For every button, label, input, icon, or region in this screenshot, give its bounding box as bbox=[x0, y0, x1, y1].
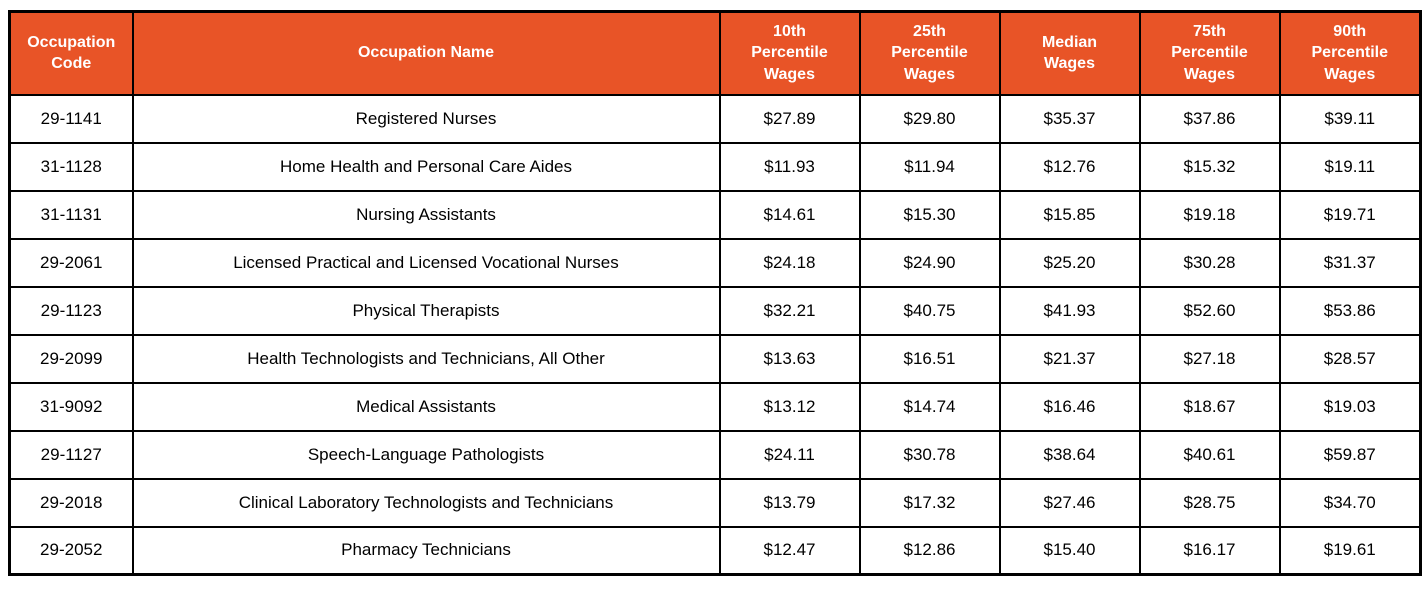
cell-p25-wage: $16.51 bbox=[858, 333, 1001, 384]
cell-median-wage: $16.46 bbox=[998, 381, 1141, 432]
cell-p25-wage: $30.78 bbox=[858, 429, 1001, 480]
cell-occupation-name: Nursing Assistants bbox=[131, 189, 721, 240]
cell-p90-wage: $59.87 bbox=[1278, 429, 1422, 480]
cell-occupation-code: 29-1127 bbox=[8, 429, 134, 480]
cell-p25-wage: $14.74 bbox=[858, 381, 1001, 432]
cell-median-wage: $21.37 bbox=[998, 333, 1141, 384]
cell-occupation-code: 29-2061 bbox=[8, 237, 134, 288]
cell-median-wage: $38.64 bbox=[998, 429, 1141, 480]
cell-p25-wage: $12.86 bbox=[858, 525, 1001, 576]
cell-occupation-name: Licensed Practical and Licensed Vocation… bbox=[131, 237, 721, 288]
table-row: 29-1123 Physical Therapists $32.21 $40.7… bbox=[8, 285, 1422, 336]
cell-p90-wage: $19.03 bbox=[1278, 381, 1422, 432]
cell-p75-wage: $27.18 bbox=[1138, 333, 1281, 384]
table-container: Occupation Code Occupation Name 10th Per… bbox=[8, 10, 1422, 576]
table-row: 31-9092 Medical Assistants $13.12 $14.74… bbox=[8, 381, 1422, 432]
table-row: 29-2052 Pharmacy Technicians $12.47 $12.… bbox=[8, 525, 1422, 576]
cell-occupation-code: 31-1131 bbox=[8, 189, 134, 240]
table-row: 29-2061 Licensed Practical and Licensed … bbox=[8, 237, 1422, 288]
cell-occupation-name: Registered Nurses bbox=[131, 93, 721, 144]
cell-median-wage: $15.85 bbox=[998, 189, 1141, 240]
cell-p25-wage: $29.80 bbox=[858, 93, 1001, 144]
cell-p10-wage: $14.61 bbox=[718, 189, 861, 240]
cell-p75-wage: $18.67 bbox=[1138, 381, 1281, 432]
table-row: 29-2018 Clinical Laboratory Technologist… bbox=[8, 477, 1422, 528]
cell-p75-wage: $28.75 bbox=[1138, 477, 1281, 528]
cell-occupation-name: Pharmacy Technicians bbox=[131, 525, 721, 576]
cell-median-wage: $12.76 bbox=[998, 141, 1141, 192]
cell-occupation-name: Physical Therapists bbox=[131, 285, 721, 336]
cell-occupation-name: Home Health and Personal Care Aides bbox=[131, 141, 721, 192]
header-row: Occupation Code Occupation Name 10th Per… bbox=[8, 10, 1422, 96]
cell-p90-wage: $28.57 bbox=[1278, 333, 1422, 384]
cell-p75-wage: $52.60 bbox=[1138, 285, 1281, 336]
cell-p25-wage: $15.30 bbox=[858, 189, 1001, 240]
table-row: 29-2099 Health Technologists and Technic… bbox=[8, 333, 1422, 384]
occupation-wages-table: Occupation Code Occupation Name 10th Per… bbox=[8, 10, 1422, 576]
table-row: 31-1131 Nursing Assistants $14.61 $15.30… bbox=[8, 189, 1422, 240]
cell-p10-wage: $24.11 bbox=[718, 429, 861, 480]
table-row: 29-1127 Speech-Language Pathologists $24… bbox=[8, 429, 1422, 480]
cell-p10-wage: $27.89 bbox=[718, 93, 861, 144]
cell-occupation-name: Medical Assistants bbox=[131, 381, 721, 432]
column-header-occupation-name: Occupation Name bbox=[131, 10, 721, 96]
column-header-occupation-code: Occupation Code bbox=[8, 10, 134, 96]
cell-p10-wage: $13.79 bbox=[718, 477, 861, 528]
cell-occupation-name: Speech-Language Pathologists bbox=[131, 429, 721, 480]
cell-p90-wage: $19.11 bbox=[1278, 141, 1422, 192]
table-row: 29-1141 Registered Nurses $27.89 $29.80 … bbox=[8, 93, 1422, 144]
cell-p25-wage: $17.32 bbox=[858, 477, 1001, 528]
cell-occupation-name: Clinical Laboratory Technologists and Te… bbox=[131, 477, 721, 528]
cell-p10-wage: $32.21 bbox=[718, 285, 861, 336]
cell-p75-wage: $40.61 bbox=[1138, 429, 1281, 480]
cell-p10-wage: $12.47 bbox=[718, 525, 861, 576]
cell-occupation-code: 29-2099 bbox=[8, 333, 134, 384]
cell-p25-wage: $40.75 bbox=[858, 285, 1001, 336]
column-header-75th-percentile-wages: 75th Percentile Wages bbox=[1138, 10, 1281, 96]
cell-occupation-code: 29-2018 bbox=[8, 477, 134, 528]
cell-p90-wage: $53.86 bbox=[1278, 285, 1422, 336]
table-row: 31-1128 Home Health and Personal Care Ai… bbox=[8, 141, 1422, 192]
column-header-90th-percentile-wages: 90th Percentile Wages bbox=[1278, 10, 1422, 96]
cell-occupation-name: Health Technologists and Technicians, Al… bbox=[131, 333, 721, 384]
cell-p75-wage: $19.18 bbox=[1138, 189, 1281, 240]
cell-p90-wage: $31.37 bbox=[1278, 237, 1422, 288]
cell-p75-wage: $30.28 bbox=[1138, 237, 1281, 288]
cell-occupation-code: 29-1141 bbox=[8, 93, 134, 144]
cell-occupation-code: 29-1123 bbox=[8, 285, 134, 336]
cell-p90-wage: $39.11 bbox=[1278, 93, 1422, 144]
cell-p75-wage: $15.32 bbox=[1138, 141, 1281, 192]
cell-p10-wage: $13.12 bbox=[718, 381, 861, 432]
cell-p25-wage: $24.90 bbox=[858, 237, 1001, 288]
cell-p10-wage: $11.93 bbox=[718, 141, 861, 192]
cell-p10-wage: $13.63 bbox=[718, 333, 861, 384]
cell-occupation-code: 31-1128 bbox=[8, 141, 134, 192]
cell-p90-wage: $19.61 bbox=[1278, 525, 1422, 576]
cell-median-wage: $15.40 bbox=[998, 525, 1141, 576]
cell-median-wage: $35.37 bbox=[998, 93, 1141, 144]
cell-median-wage: $27.46 bbox=[998, 477, 1141, 528]
cell-median-wage: $41.93 bbox=[998, 285, 1141, 336]
cell-median-wage: $25.20 bbox=[998, 237, 1141, 288]
column-header-25th-percentile-wages: 25th Percentile Wages bbox=[858, 10, 1001, 96]
column-header-10th-percentile-wages: 10th Percentile Wages bbox=[718, 10, 861, 96]
cell-p90-wage: $19.71 bbox=[1278, 189, 1422, 240]
cell-occupation-code: 29-2052 bbox=[8, 525, 134, 576]
cell-p25-wage: $11.94 bbox=[858, 141, 1001, 192]
cell-p10-wage: $24.18 bbox=[718, 237, 861, 288]
cell-occupation-code: 31-9092 bbox=[8, 381, 134, 432]
column-header-median-wages: Median Wages bbox=[998, 10, 1141, 96]
cell-p75-wage: $37.86 bbox=[1138, 93, 1281, 144]
cell-p75-wage: $16.17 bbox=[1138, 525, 1281, 576]
cell-p90-wage: $34.70 bbox=[1278, 477, 1422, 528]
